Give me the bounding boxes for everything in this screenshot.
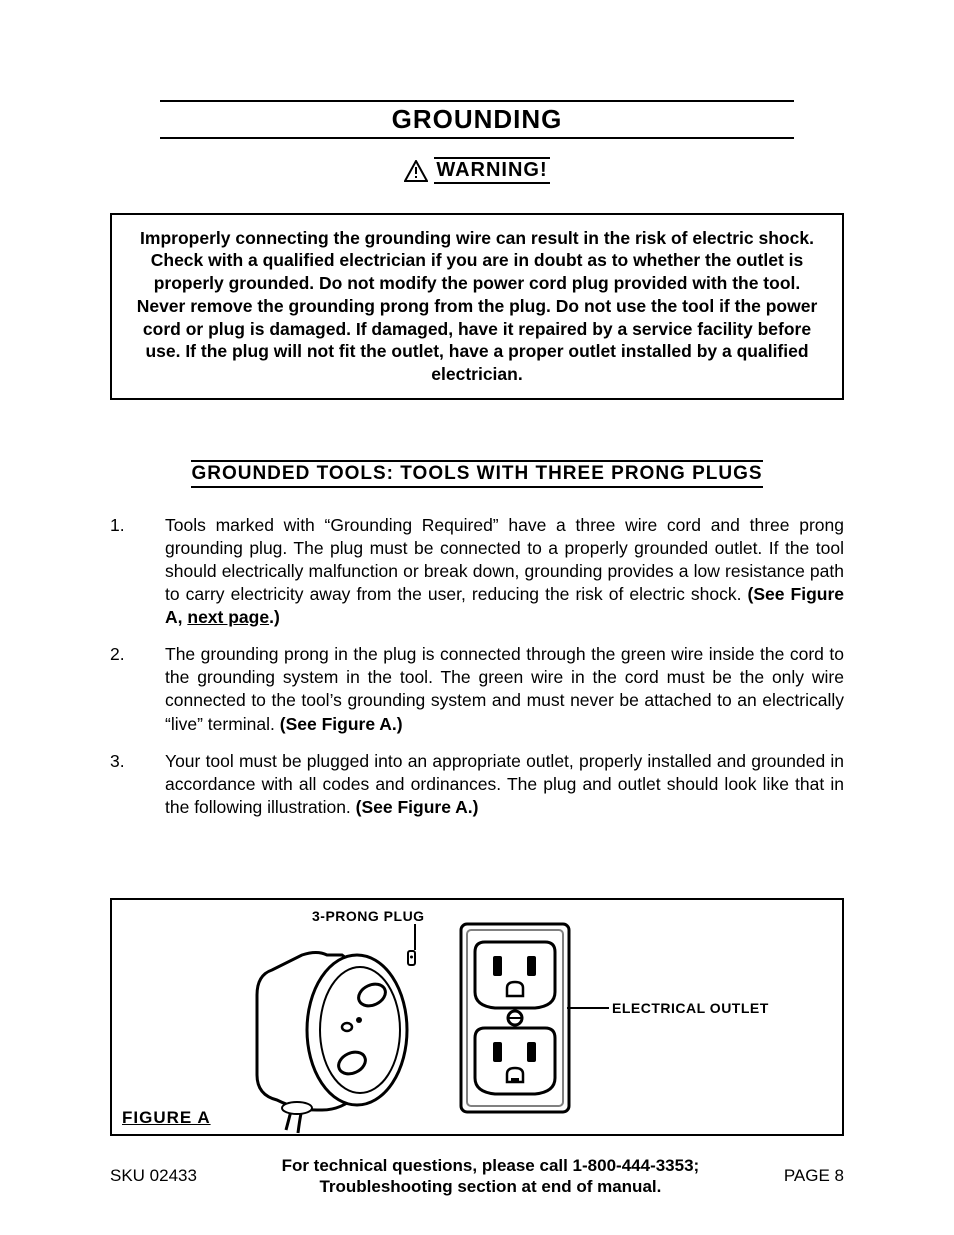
outlet-leader-line	[567, 1007, 609, 1009]
page-footer: SKU 02433 For technical questions, pleas…	[110, 1155, 844, 1198]
section-subtitle: GROUNDED TOOLS: TOOLS WITH THREE PRONG P…	[160, 460, 794, 488]
document-page: GROUNDING WARNING! Improperly connecting…	[0, 0, 954, 1235]
warning-heading: WARNING!	[110, 157, 844, 187]
warning-box: Improperly connecting the grounding wire…	[110, 213, 844, 400]
plug-label: 3-PRONG PLUG	[312, 908, 425, 924]
numbered-list: 1. Tools marked with “Grounding Required…	[110, 514, 844, 819]
list-number: 1.	[110, 514, 165, 629]
outlet-label: ELECTRICAL OUTLET	[612, 1000, 769, 1016]
list-item: 3. Your tool must be plugged into an app…	[110, 750, 844, 819]
list-item: 2. The grounding prong in the plug is co…	[110, 643, 844, 735]
footer-sku: SKU 02433	[110, 1166, 197, 1186]
warning-label: WARNING!	[434, 157, 549, 184]
list-body: Tools marked with “Grounding Required” h…	[165, 514, 844, 629]
list-body: The grounding prong in the plug is conne…	[165, 643, 844, 735]
list-number: 3.	[110, 750, 165, 819]
figure-a-box: 3-PRONG PLUG	[110, 898, 844, 1136]
warning-triangle-icon	[404, 160, 428, 182]
outlet-illustration-icon	[457, 920, 577, 1120]
list-body: Your tool must be plugged into an approp…	[165, 750, 844, 819]
figure-caption: FIGURE A	[122, 1108, 211, 1128]
plug-illustration-icon	[242, 935, 442, 1145]
footer-page: PAGE 8	[784, 1166, 844, 1186]
list-item: 1. Tools marked with “Grounding Required…	[110, 514, 844, 629]
main-title: GROUNDING	[160, 100, 794, 139]
list-number: 2.	[110, 643, 165, 735]
footer-center: For technical questions, please call 1-8…	[197, 1155, 784, 1198]
